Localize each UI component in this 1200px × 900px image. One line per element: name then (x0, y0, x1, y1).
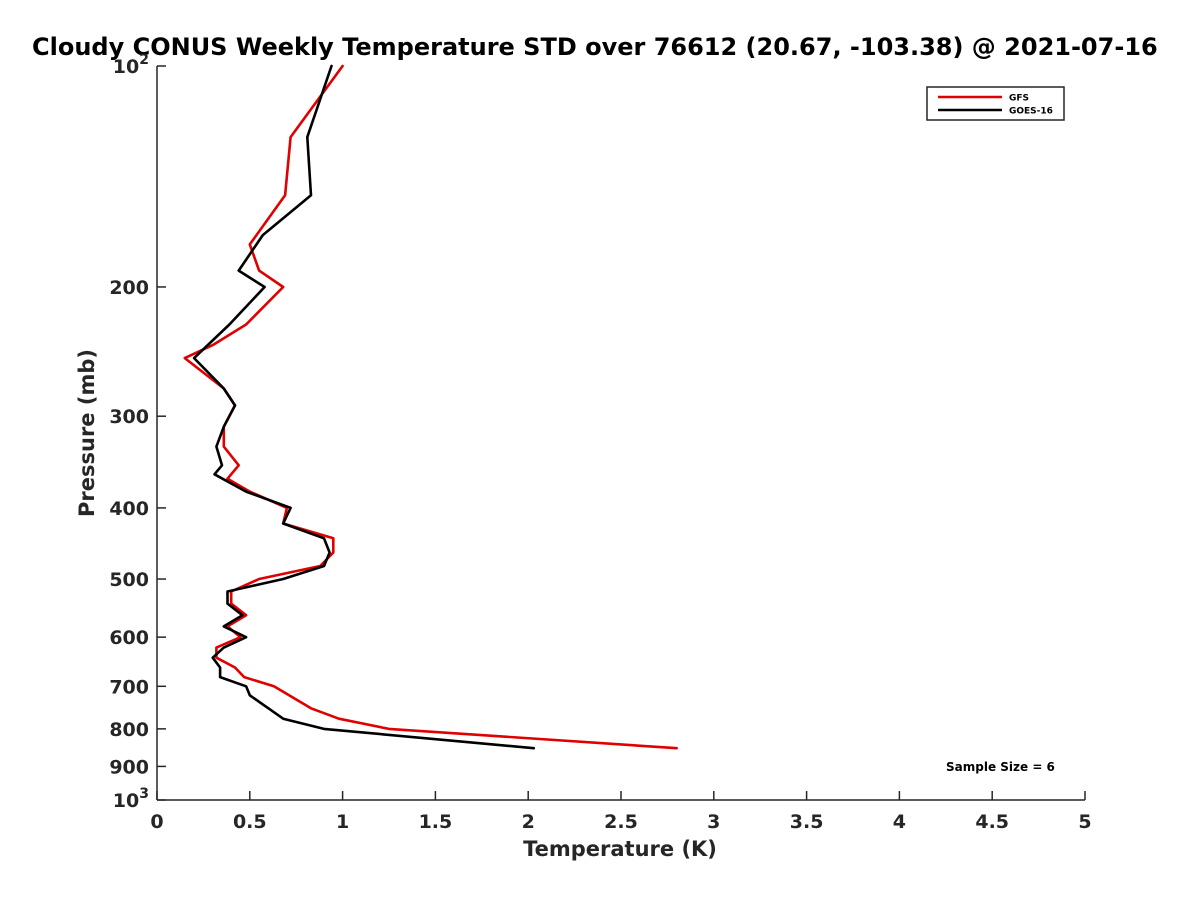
y-tick-label: 600 (109, 627, 149, 649)
x-axis-label: Temperature (K) (523, 837, 717, 861)
y-tick-label: 103 (113, 786, 149, 812)
y-tick-label: 900 (109, 756, 149, 778)
x-tick-label: 2.5 (604, 811, 638, 833)
y-tick-label-base: 500 (109, 569, 149, 591)
legend-box (926, 86, 1065, 121)
x-tick-label: 3.5 (790, 811, 824, 833)
y-tick-label-base: 10 (113, 56, 139, 78)
x-tick-label: 1.5 (419, 811, 453, 833)
y-axis-label: Pressure (mb) (75, 349, 99, 517)
y-tick-label-base: 400 (109, 498, 149, 520)
y-tick-label: 500 (109, 569, 149, 591)
y-tick-label: 800 (109, 719, 149, 741)
x-tick-label: 4.5 (975, 811, 1009, 833)
y-tick-label: 400 (109, 498, 149, 520)
y-tick-label-base: 700 (109, 676, 149, 698)
x-tick-label: 3 (707, 811, 720, 833)
y-tick-label: 102 (113, 52, 149, 78)
y-tick-label-base: 300 (109, 406, 149, 428)
x-tick-label: 0.5 (233, 811, 267, 833)
sample-size-annotation: Sample Size = 6 (946, 760, 1055, 774)
y-tick-label-base: 900 (109, 756, 149, 778)
y-tick-label-base: 200 (109, 277, 149, 299)
x-tick-label: 1 (336, 811, 349, 833)
series-line-gfs (183, 64, 679, 750)
x-tick-label: 2 (522, 811, 535, 833)
plot-area: 0 0.5 1 1.5 2 2.5 3 3.5 4 4.5 51022003004005006007… (109, 52, 1091, 833)
legend-entry: GOES-16 (1009, 107, 1053, 117)
y-tick-label-base: 800 (109, 719, 149, 741)
y-tick-label-base: 10 (113, 790, 139, 812)
legend-entry: GFS (1009, 94, 1029, 104)
series-line-goes-16 (192, 64, 536, 750)
y-tick-label-exponent: 2 (139, 52, 149, 68)
x-tick-label: 0 (150, 811, 163, 833)
x-tick-label: 4 (893, 811, 906, 833)
chart-title: Cloudy CONUS Weekly Temperature STD over… (32, 33, 1158, 61)
y-tick-label: 700 (109, 676, 149, 698)
y-tick-label: 200 (109, 277, 149, 299)
y-tick-label-exponent: 3 (139, 786, 149, 802)
legend: GFS GOES-16 (926, 86, 1065, 121)
y-tick-label-base: 600 (109, 627, 149, 649)
x-tick-label: 5 (1078, 811, 1091, 833)
y-tick-label: 300 (109, 406, 149, 428)
